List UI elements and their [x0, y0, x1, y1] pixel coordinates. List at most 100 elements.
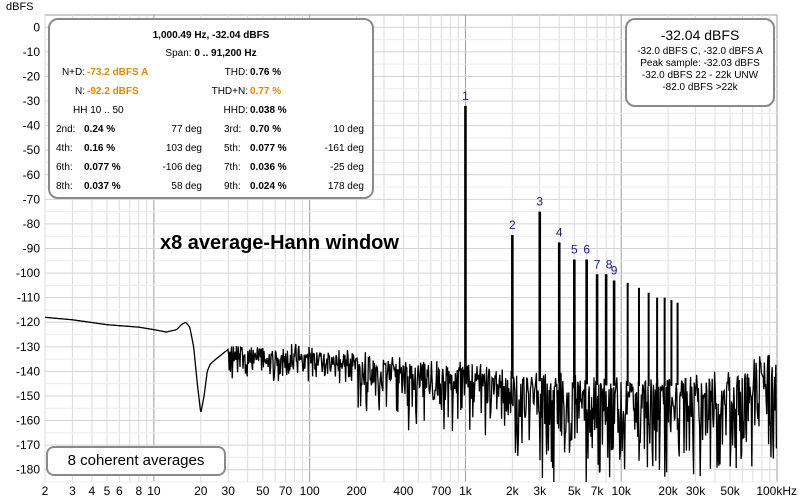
- y-tick-label: -120: [16, 315, 40, 329]
- h9-label: 9th:: [224, 181, 241, 192]
- y-tick-label: -110: [17, 291, 40, 305]
- noise-floor-trace: [44, 316, 778, 483]
- h8-value: 0.037 %: [84, 181, 121, 192]
- harmonic-peaks: 1 2 3 45 67 89: [462, 89, 679, 387]
- nd-value: -73.2 dBFS A: [87, 67, 149, 78]
- level-unweighted: -32.0 dBFS 22 - 22k UNW: [641, 70, 759, 81]
- h6-label: 6th:: [56, 162, 73, 173]
- x-tick-label: 70: [279, 484, 293, 498]
- n-label: N:: [75, 86, 85, 97]
- n-value: -92.2 dBFS: [87, 86, 139, 97]
- x-tick-label: 30: [222, 484, 236, 498]
- h2-value: 0.24 %: [84, 124, 116, 135]
- x-tick-label: 7k: [591, 484, 605, 498]
- harmonic-label: 7: [594, 257, 601, 271]
- y-tick-label: -180: [16, 463, 40, 477]
- h9-phase: 178 deg: [327, 181, 364, 192]
- h8-phase: 58 deg: [171, 181, 202, 192]
- x-tick-label: 2: [42, 484, 49, 498]
- x-tick-label: 700: [431, 484, 451, 498]
- h3-label: 3rd:: [224, 124, 242, 135]
- h7-value: 0.036 %: [250, 162, 287, 173]
- x-axis: 2 3 4 5 6 8 10 20 30 50 70 100 200 400 700 1k 2k 3k 5k 7k 10…: [42, 484, 797, 498]
- x-tick-label: 30k: [686, 484, 706, 498]
- h3-value: 0.70 %: [250, 124, 282, 135]
- harmonic-label: 1: [462, 89, 469, 103]
- x-tick-label: 50: [256, 484, 270, 498]
- y-unit-label: dBFS: [6, 1, 34, 13]
- x-tick-label: 10: [147, 484, 161, 498]
- y-tick-label: -60: [23, 168, 41, 182]
- harmonic-label: 2: [509, 218, 516, 232]
- level-weighted: -32.0 dBFS C, -32.0 dBFS A: [637, 46, 763, 57]
- y-tick-label: -80: [23, 217, 41, 231]
- hhd-value: 0.038 %: [250, 105, 287, 116]
- y-tick-label: -150: [16, 389, 40, 403]
- hhd-label: HHD:: [223, 105, 248, 116]
- harmonic-label: 5: [571, 243, 578, 257]
- y-tick-label: -170: [16, 438, 40, 452]
- x-tick-label: 4: [89, 484, 96, 498]
- h8-label: 8th:: [56, 181, 73, 192]
- x-tick-label: 1k: [459, 484, 473, 498]
- harmonic-label: 6: [583, 243, 590, 257]
- y-tick-label: -40: [23, 119, 41, 133]
- x-tick-label: 3: [69, 484, 76, 498]
- h7-phase: -25 deg: [330, 162, 364, 173]
- x-tick-label: 20: [194, 484, 208, 498]
- x-tick-label: 100kHz: [756, 484, 797, 498]
- x-tick-label: 100: [300, 484, 320, 498]
- y-tick-label: -140: [16, 364, 40, 378]
- y-tick-label: -130: [16, 340, 40, 354]
- averages-label: 8 coherent averages: [46, 446, 226, 476]
- y-tick-label: -70: [23, 192, 41, 206]
- y-tick-label: -20: [23, 69, 41, 83]
- y-tick-label: -30: [23, 94, 41, 108]
- h4-phase: 103 deg: [165, 143, 202, 154]
- level-main: -32.04 dBFS: [660, 27, 740, 43]
- stats-frequency-level: 1,000.49 Hz, -32.04 dBFS: [152, 30, 270, 41]
- h4-label: 4th:: [56, 143, 73, 154]
- x-tick-label: 10k: [612, 484, 632, 498]
- thdn-value: 0.77 %: [250, 86, 282, 97]
- level-peak-sample: Peak sample: -32.03 dBFS: [640, 58, 760, 69]
- harmonic-label: 9: [611, 263, 618, 277]
- stats-span-label: Span:: [165, 48, 192, 59]
- level-above-22k: -82.0 dBFS >22k: [662, 82, 738, 93]
- x-tick-label: 200: [347, 484, 367, 498]
- noise-trace: [44, 316, 778, 483]
- level-panel: -32.04 dBFS -32.0 dBFS C, -32.0 dBFS A P…: [625, 18, 775, 107]
- y-tick-label: -90: [23, 242, 41, 256]
- stats-span: Span: 0 .. 91,200 Hz: [50, 48, 372, 60]
- y-tick-label: -10: [23, 45, 41, 59]
- hh-label: HH 10 .. 50: [73, 105, 124, 116]
- harmonic-label: 4: [556, 225, 563, 239]
- x-tick-label: 20k: [658, 484, 678, 498]
- x-tick-label: 6: [116, 484, 123, 498]
- x-tick-label: 2k: [506, 484, 520, 498]
- h3-phase: 10 deg: [333, 124, 364, 135]
- h4-value: 0.16 %: [84, 143, 116, 154]
- nd-label: N+D:: [61, 67, 85, 78]
- y-tick-label: -160: [16, 414, 40, 428]
- x-tick-label: 5: [104, 484, 111, 498]
- stats-panel: 1,000.49 Hz, -32.04 dBFS Span: 0 .. 91,2…: [48, 18, 374, 199]
- h9-value: 0.024 %: [250, 181, 287, 192]
- h5-label: 5th:: [224, 143, 241, 154]
- h6-phase: -106 deg: [162, 162, 202, 173]
- stats-span-value: 0 .. 91,200 Hz: [194, 48, 257, 59]
- h5-value: 0.077 %: [250, 143, 287, 154]
- h7-label: 7th:: [224, 162, 241, 173]
- y-tick-label: 0: [33, 20, 40, 34]
- y-tick-label: -100: [16, 266, 40, 280]
- h2-phase: 77 deg: [171, 124, 202, 135]
- y-axis: 0 -10 -20 -30 -40 -50 -60 -70 -80 -90 -100 -110 -120…: [16, 20, 40, 476]
- window-annotation: x8 average-Hann window: [160, 232, 399, 254]
- thd-value: 0.76 %: [250, 67, 282, 78]
- x-tick-label: 50k: [720, 484, 740, 498]
- h5-phase: -161 deg: [324, 143, 364, 154]
- thdn-label: THD+N:: [211, 86, 248, 97]
- thd-label: THD:: [224, 67, 248, 78]
- x-tick-label: 8: [135, 484, 142, 498]
- x-tick-label: 400: [393, 484, 413, 498]
